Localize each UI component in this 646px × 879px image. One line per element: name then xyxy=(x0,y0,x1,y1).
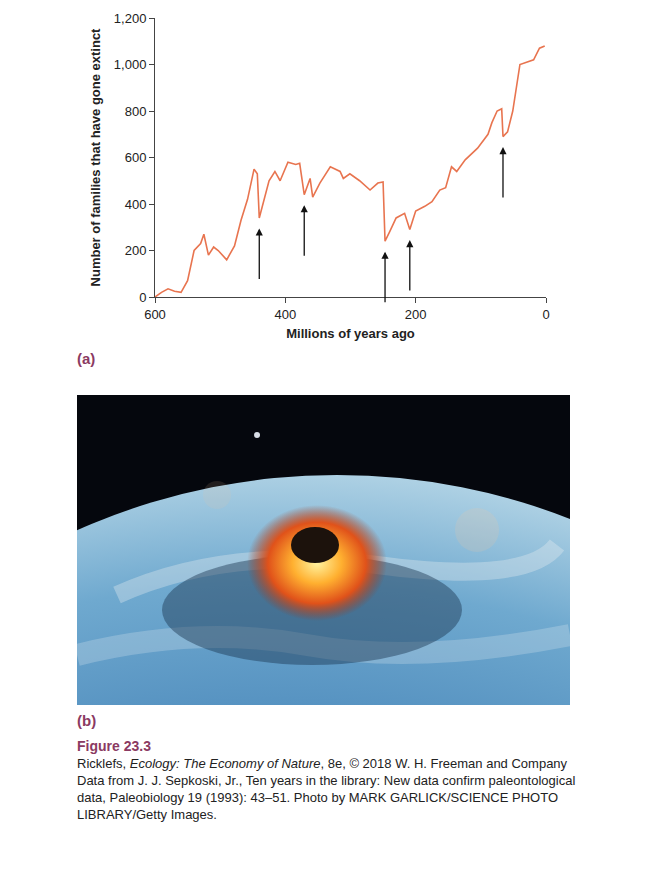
svg-text:1,000: 1,000 xyxy=(114,57,147,72)
svg-text:1,200: 1,200 xyxy=(114,11,147,26)
html-text:Data from J. J. Sepkoski, Jr.,: Data from J. J. Sepkoski, Jr., Ten years… xyxy=(77,773,576,822)
svg-text:400: 400 xyxy=(125,197,147,212)
svg-text:Millions of years ago: Millions of years ago xyxy=(286,326,415,341)
svg-text:Number of families that have g: Number of families that have gone extinc… xyxy=(88,28,103,287)
svg-text:0: 0 xyxy=(542,307,549,322)
html-text:(b): (b) xyxy=(77,712,97,729)
svg-text:0: 0 xyxy=(139,290,146,305)
html-text:Figure 23.3: Figure 23.3 xyxy=(77,738,151,754)
svg-text:600: 600 xyxy=(144,307,166,322)
svg-text:600: 600 xyxy=(125,150,147,165)
html-text:(a): (a) xyxy=(77,350,96,367)
svg-text:800: 800 xyxy=(125,104,147,119)
svg-text:400: 400 xyxy=(274,307,296,322)
svg-text:200: 200 xyxy=(125,243,147,258)
svg-text:200: 200 xyxy=(405,307,427,322)
html-text:Ricklefs, Ecology: The Economy: Ricklefs, Ecology: The Economy of Nature… xyxy=(77,756,568,771)
